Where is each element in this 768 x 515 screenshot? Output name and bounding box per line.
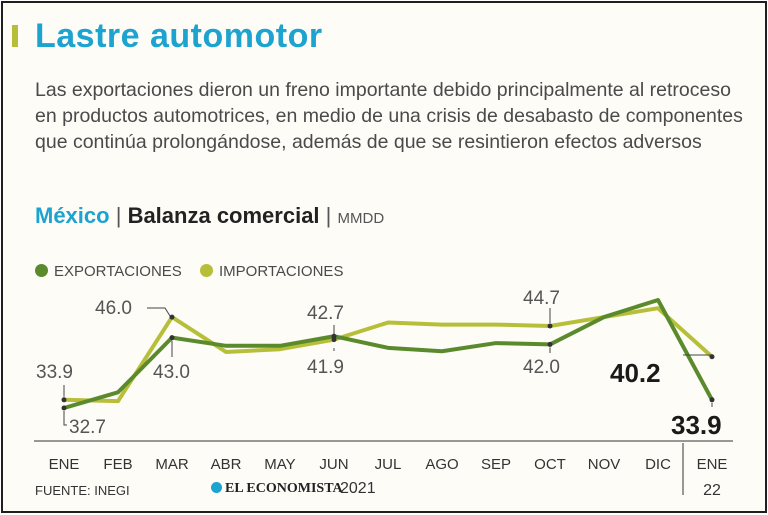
legend-exports-label: EXPORTACIONES — [54, 263, 182, 280]
country-label: México — [35, 203, 110, 228]
data-point-marker — [331, 333, 337, 339]
data-label: 42.0 — [523, 357, 560, 378]
legend-item-imports: IMPORTACIONES — [199, 263, 344, 280]
data-point-marker — [169, 335, 175, 341]
title-accent-bar — [12, 25, 18, 47]
brand-logo: EL ECONOMISTA — [211, 481, 343, 497]
data-point-marker — [709, 354, 715, 360]
heading-separator-2: | — [325, 203, 332, 228]
data-point-marker — [331, 337, 337, 343]
annotation-leader-line — [147, 307, 173, 320]
year-next-label: 22 — [703, 482, 721, 499]
data-label: 44.7 — [523, 288, 560, 309]
annotation-leader-line — [63, 411, 67, 426]
x-tick-label: ABR — [211, 456, 242, 473]
x-tick-label: JUN — [319, 456, 348, 473]
data-label: 41.9 — [307, 357, 344, 378]
x-tick-label: SEP — [481, 456, 511, 473]
x-tick-label: MAY — [264, 456, 295, 473]
subtitle-text: Las exportaciones dieron un freno import… — [35, 79, 743, 153]
data-label: 46.0 — [95, 298, 132, 319]
brand-name: EL ECONOMISTA — [225, 481, 343, 496]
year-label: 2021 — [340, 480, 376, 497]
chart-name-label: Balanza comercial — [127, 203, 320, 228]
x-tick-label: FEB — [103, 456, 132, 473]
x-tick-label: NOV — [588, 456, 621, 473]
x-tick-label: ENE — [697, 456, 728, 473]
data-label: 33.9 — [671, 410, 722, 440]
x-tick-label: OCT — [534, 456, 566, 473]
data-label: 32.7 — [69, 417, 106, 438]
x-tick-label: ENE — [49, 456, 80, 473]
imports-dot-icon — [199, 264, 213, 277]
data-point-marker — [169, 314, 175, 320]
page-title: Lastre automotor — [35, 17, 323, 55]
data-point-marker — [61, 405, 67, 411]
data-point-marker — [547, 323, 553, 329]
x-tick-label: DIC — [645, 456, 671, 473]
heading-separator: | — [115, 203, 122, 228]
legend-item-exports: EXPORTACIONES — [35, 263, 182, 280]
data-label: 42.7 — [307, 303, 344, 324]
data-label: 43.0 — [153, 362, 190, 383]
line-chart: ENE FEB MAR ABR MAY JUN JUL AGO SEP OCT NOV DIC ENE 2… — [34, 288, 733, 499]
data-label: 33.9 — [36, 362, 73, 383]
data-point-marker — [547, 341, 553, 347]
chart-heading: México | Balanza comercial | MMDD — [35, 203, 384, 229]
brand-logo-icon — [211, 482, 222, 493]
x-tick-label: MAR — [155, 456, 189, 473]
x-tick-label: JUL — [375, 456, 402, 473]
data-point-marker — [61, 397, 67, 403]
exports-dot-icon — [35, 264, 48, 277]
source-note: FUENTE: INEGI — [35, 483, 130, 498]
x-tick-label: AGO — [425, 456, 458, 473]
data-label: 40.2 — [610, 358, 661, 388]
data-point-marker — [709, 397, 715, 403]
legend: EXPORTACIONES IMPORTACIONES — [35, 263, 357, 280]
unit-label: MMDD — [337, 210, 385, 227]
legend-imports-label: IMPORTACIONES — [218, 263, 344, 280]
